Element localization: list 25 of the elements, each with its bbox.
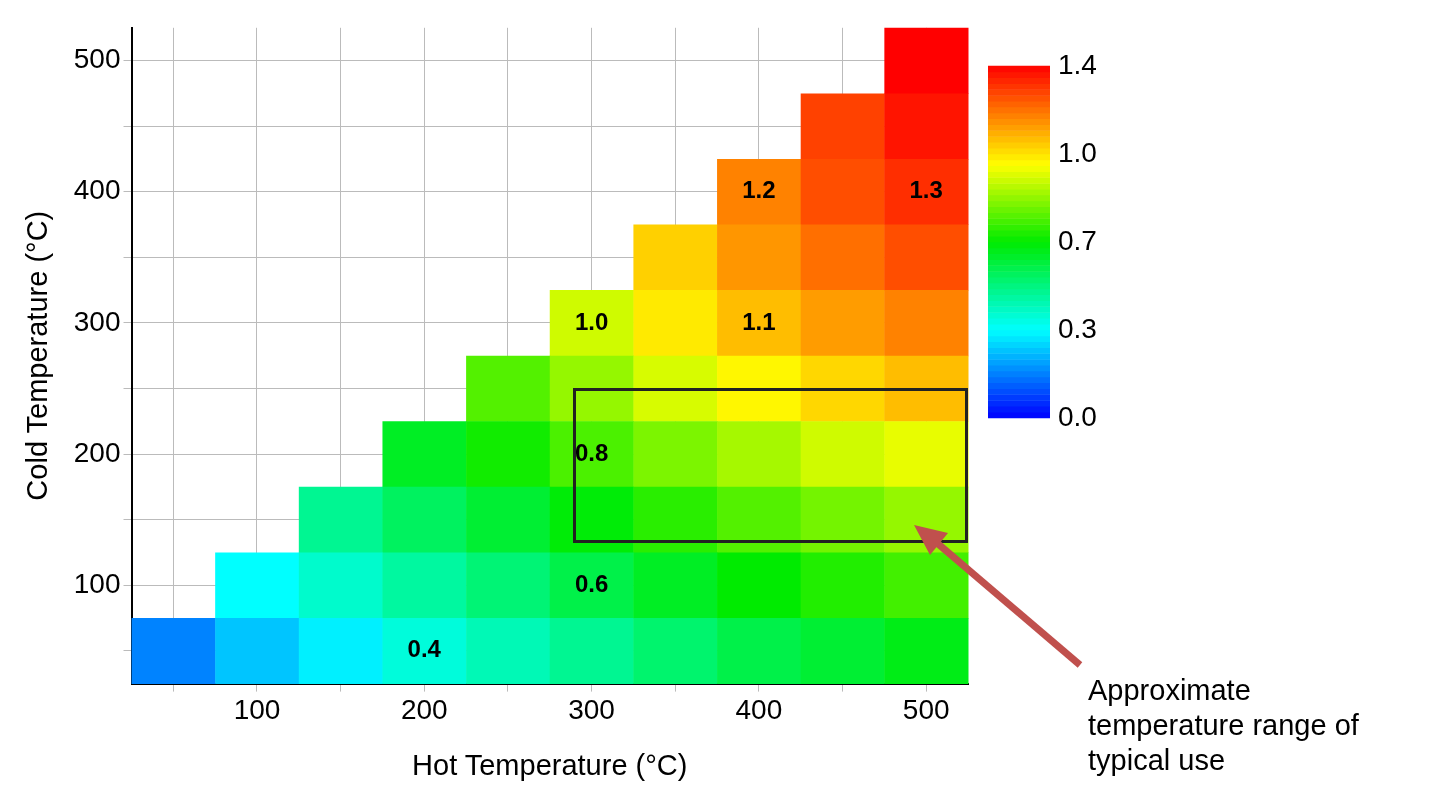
- color-bar-label: 1.4: [1058, 48, 1097, 80]
- x-tick-label: 300: [568, 694, 615, 726]
- color-bar-label: 0.0: [1058, 400, 1097, 432]
- color-bar-label: 0.3: [1058, 312, 1097, 344]
- data-label: 0.6: [574, 569, 609, 597]
- data-label: 0.8: [574, 438, 609, 466]
- color-bar-label: 1.0: [1058, 136, 1097, 168]
- y-tick-label: 100: [73, 567, 121, 599]
- y-axis-title: Cold Temperature (°C): [21, 210, 54, 501]
- text: Approximate temperature range of typical use: [1088, 673, 1360, 778]
- data-label: 1.1: [742, 307, 776, 335]
- x-axis-title: Hot Temperature (°C): [412, 748, 688, 781]
- x-tick-label: 400: [735, 694, 783, 726]
- data-label: 1.2: [742, 176, 776, 204]
- y-tick-label: 500: [73, 43, 121, 75]
- y-tick-label: 200: [73, 436, 121, 468]
- x-tick-label: 500: [902, 694, 950, 726]
- y-tick-label: 300: [73, 305, 121, 337]
- data-label: 1.3: [909, 176, 943, 204]
- color-bar-label: 0.7: [1058, 224, 1097, 256]
- x-tick-label: 100: [233, 694, 281, 726]
- data-label: 1.0: [574, 307, 609, 335]
- data-label: 0.4: [407, 635, 442, 663]
- y-tick-label: 400: [73, 174, 121, 206]
- x-tick-label: 200: [400, 694, 448, 726]
